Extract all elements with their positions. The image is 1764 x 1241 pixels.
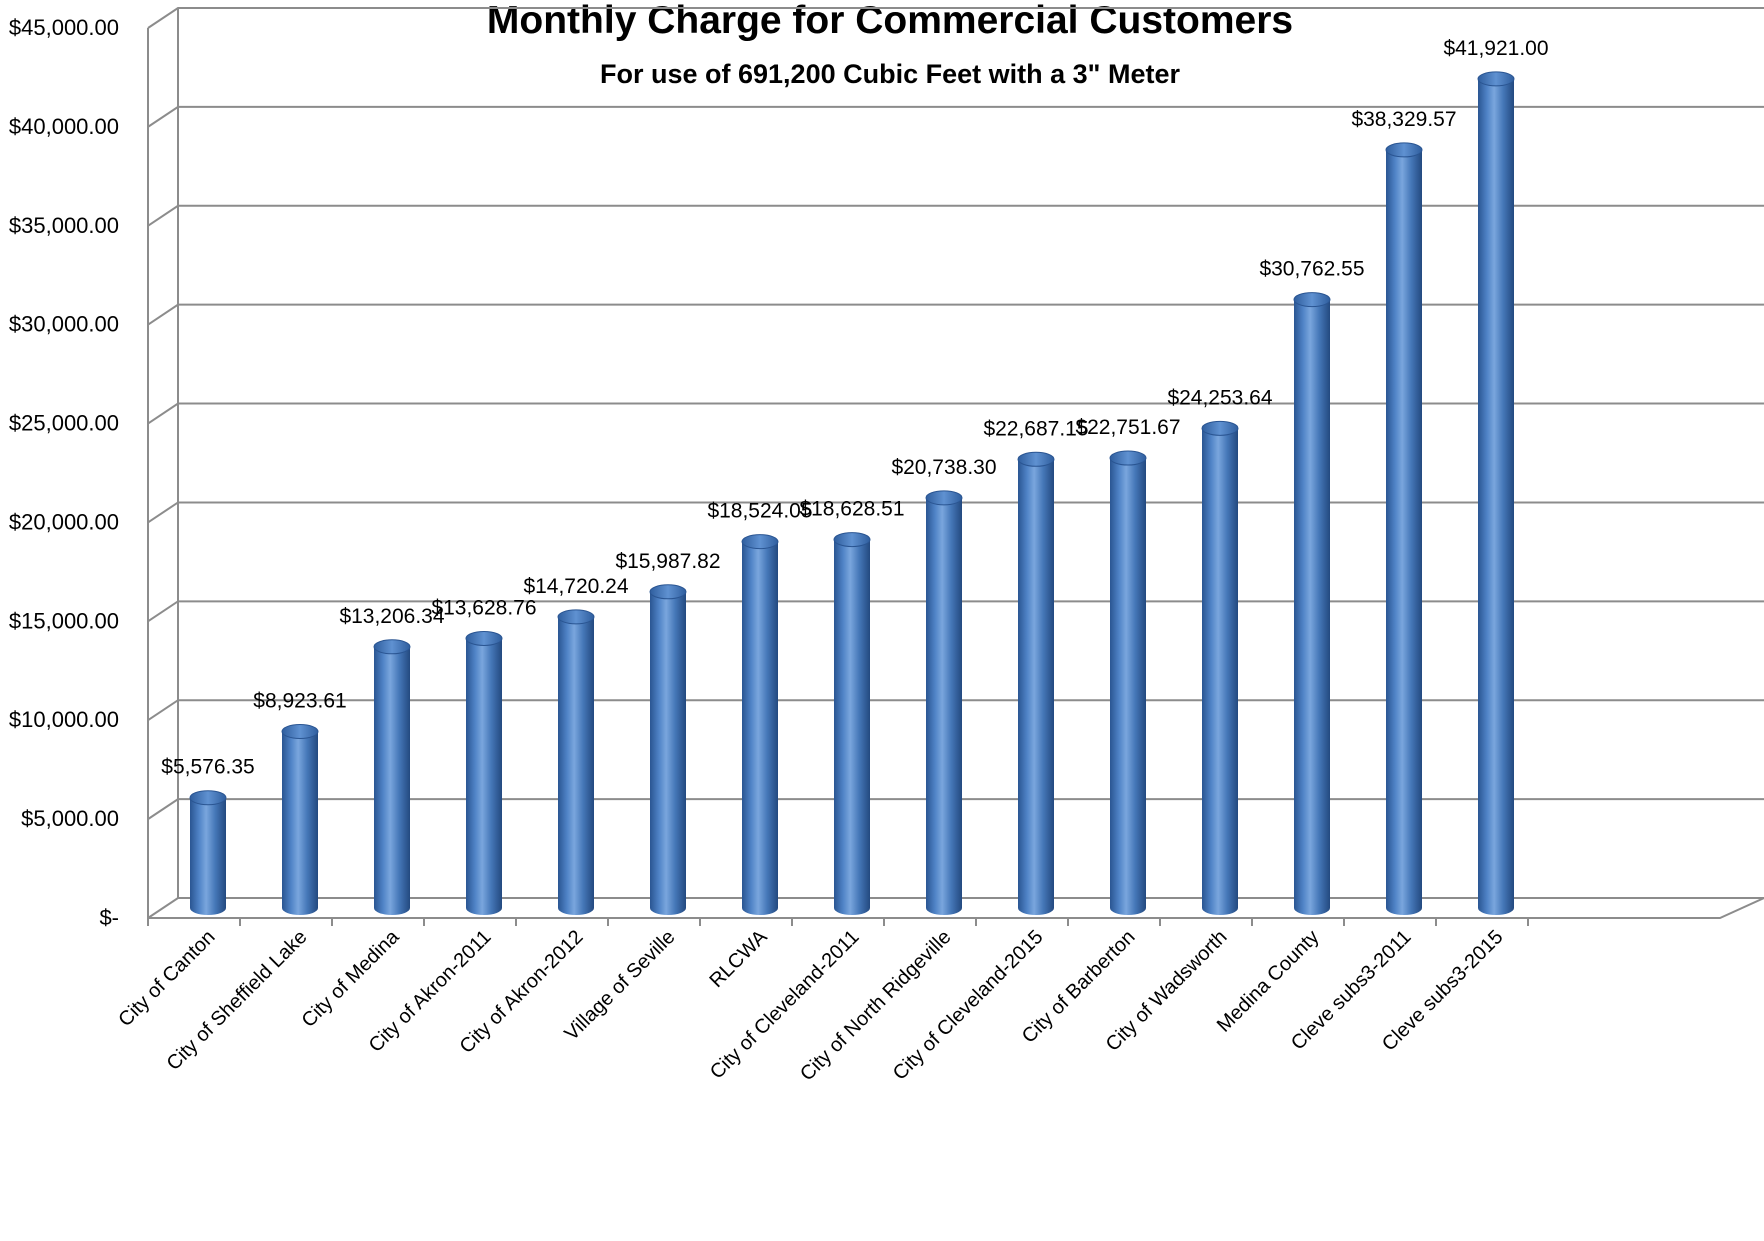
bar [1477,71,1515,916]
data-labels: $5,576.35$8,923.61$13,206.34$13,628.76$1… [161,37,1548,779]
bar-cap [465,630,503,646]
y-axis-tick-labels: $- $5,000.00 $10,000.00 $15,000.00 $20,000.0… [9,15,119,930]
bar-body [1018,459,1054,915]
data-label: $22,751.67 [1075,416,1180,439]
data-label: $22,687.15 [983,417,1088,440]
bar [925,490,963,915]
gridline [147,303,1764,326]
y-tick-label: $5,000.00 [21,806,119,831]
y-tick-label: $35,000.00 [9,213,119,238]
bar [1293,292,1331,916]
data-label: $41,921.00 [1443,37,1548,60]
y-tick-label: $- [99,905,119,930]
bar-body [834,539,870,915]
gridline [147,105,1764,128]
y-tick-label: $40,000.00 [9,114,119,139]
bar-body [374,646,410,915]
data-label: $13,628.76 [431,596,536,619]
data-label: $8,923.61 [253,690,346,713]
bar-body [282,731,318,915]
gridline [147,204,1764,227]
bar-cap [281,724,319,740]
bar-cap [373,639,411,655]
bar-body [466,638,502,915]
gridline [147,402,1764,425]
bar-cap [1109,450,1147,466]
bar [1109,450,1147,915]
bar-body [742,541,778,915]
bar [281,724,319,915]
bar-cap [741,534,779,550]
x-tick-label: City of North Ridgeville [796,926,955,1085]
axes [147,8,1764,926]
bar-body [1110,458,1146,915]
bar-cap [1385,142,1423,158]
bar [1201,420,1239,915]
data-label: $20,738.30 [891,456,996,479]
bar [649,584,687,915]
x-tick-label: City of Cleveland-2015 [889,926,1048,1085]
bar-cap [1017,451,1055,467]
bar-body [1478,78,1514,916]
data-label: $13,206.34 [339,605,444,628]
bar [465,630,503,915]
bar-body [190,797,226,915]
bar [373,639,411,915]
bar-body [1386,149,1422,916]
data-label: $5,576.35 [161,756,254,779]
bar-cap [1477,71,1515,87]
chart-title: Monthly Charge for Commercial Customers [487,0,1293,42]
bar [741,534,779,915]
bar-cap [833,532,871,548]
data-label: $14,720.24 [523,575,628,598]
data-label: $38,329.57 [1351,108,1456,131]
x-tick-label: City of Canton [114,926,219,1031]
bar-cap [649,584,687,600]
data-label: $15,987.82 [615,550,720,573]
bar-cap [1201,420,1239,436]
bar [1385,142,1423,916]
bar-body [650,591,686,915]
y-tick-label: $45,000.00 [9,15,119,40]
bar [833,532,871,915]
bar-cap [925,490,963,506]
bar-cap [189,790,227,806]
data-label: $30,762.55 [1259,258,1364,281]
bar-body [558,616,594,915]
bar-body [1202,428,1238,915]
data-label: $18,628.51 [799,498,904,521]
y-tick-label: $15,000.00 [9,608,119,633]
bar [189,790,227,915]
x-axis [148,897,1764,919]
bar [1017,451,1055,915]
chart-subtitle: For use of 691,200 Cubic Feet with a 3" … [600,59,1180,89]
y-tick-label: $20,000.00 [9,509,119,534]
data-label: $18,524.05 [707,500,812,523]
bar-body [926,497,962,915]
y-tick-label: $10,000.00 [9,707,119,732]
y-tick-label: $25,000.00 [9,411,119,436]
x-tick-label: City of Cleveland-2011 [706,926,864,1084]
y-tick-label: $30,000.00 [9,312,119,337]
bar-body [1294,299,1330,916]
x-tick-label: RLCWA [705,926,772,993]
bar [557,609,595,915]
x-tick-label: City of Medina [298,925,405,1032]
bar-cap [1293,292,1331,308]
bars [189,71,1515,916]
data-label: $24,253.64 [1167,386,1272,409]
bar-cap [557,609,595,625]
